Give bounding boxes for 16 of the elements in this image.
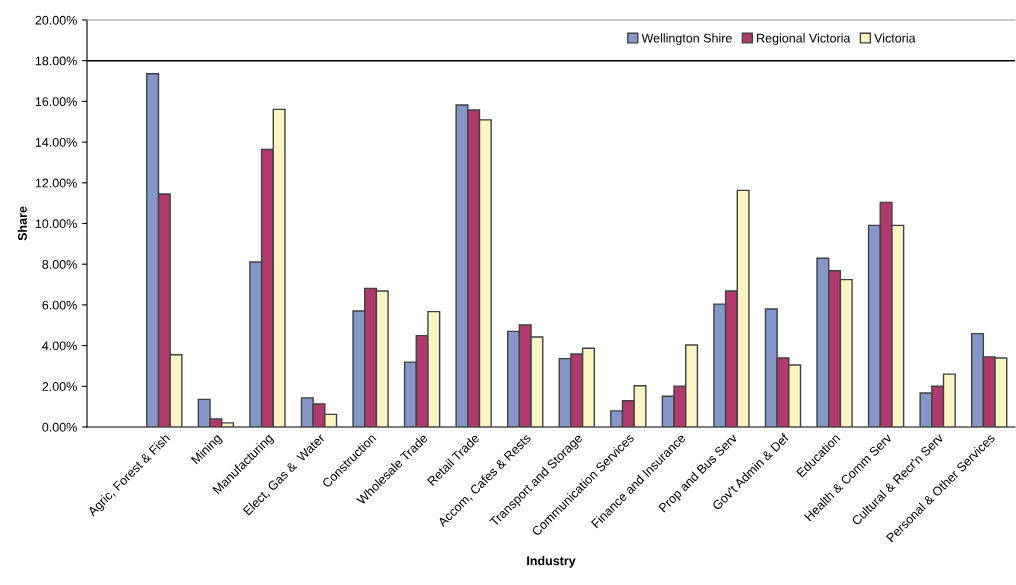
legend-label: Wellington Shire: [641, 33, 732, 45]
y-axis-title: Share: [17, 206, 27, 241]
y-tick-label: 8.00%: [42, 260, 77, 269]
y-tick-label: 20.00%: [35, 15, 77, 25]
y-tick-label: 4.00%: [42, 341, 77, 351]
y-tick-label: 12.00%: [35, 178, 77, 188]
y-tick-label: 0.00%: [42, 422, 77, 432]
y-tick-label: 10.00%: [35, 219, 77, 229]
y-tick-label: 2.00%: [42, 382, 77, 391]
y-tick-label: 18.00%: [35, 56, 77, 66]
y-tick-label: 14.00%: [35, 137, 77, 147]
legend-label: Regional Victoria: [757, 33, 851, 45]
x-axis-title: Industry: [527, 556, 576, 568]
y-tick-label: 6.00%: [42, 300, 77, 310]
y-tick-label: 16.00%: [35, 97, 77, 107]
legend-label: Victoria: [874, 33, 916, 43]
